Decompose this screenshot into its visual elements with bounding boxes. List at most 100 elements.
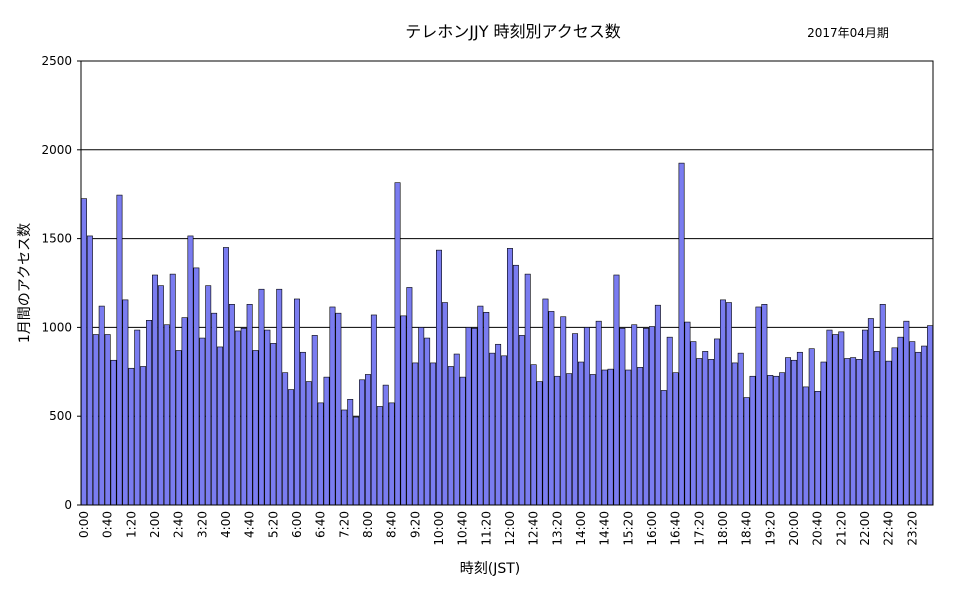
bar xyxy=(873,351,880,506)
bar xyxy=(116,194,123,506)
bar xyxy=(364,374,371,506)
x-tick-label: 15:20 xyxy=(621,511,635,546)
bar xyxy=(435,249,442,506)
bar xyxy=(211,312,218,506)
bar xyxy=(388,402,395,506)
bar xyxy=(228,304,235,506)
x-tick-label: 10:00 xyxy=(432,511,446,546)
bar xyxy=(459,376,466,506)
bar xyxy=(441,302,448,506)
bar xyxy=(560,316,567,506)
bar xyxy=(808,348,815,506)
bar xyxy=(217,346,224,506)
bar xyxy=(856,359,863,506)
x-tick-label: 8:40 xyxy=(385,511,399,538)
x-tick-label: 4:00 xyxy=(219,511,233,538)
bar xyxy=(465,327,472,506)
bar xyxy=(187,235,194,506)
bar xyxy=(790,359,797,506)
bar xyxy=(140,366,147,506)
bar xyxy=(684,321,691,506)
bar xyxy=(915,351,922,506)
y-tick-label: 0 xyxy=(64,498,72,512)
bar xyxy=(927,325,934,506)
bar xyxy=(453,353,460,506)
bar xyxy=(767,375,774,506)
bar xyxy=(240,327,247,506)
bar xyxy=(264,329,271,506)
bar xyxy=(773,375,780,506)
bar xyxy=(418,327,425,506)
bar xyxy=(104,334,111,506)
y-tick-label: 500 xyxy=(49,409,72,423)
bar xyxy=(370,314,377,506)
bar xyxy=(424,337,431,506)
bar xyxy=(134,329,141,506)
x-tick-label: 4:40 xyxy=(243,511,257,538)
bar xyxy=(110,359,117,506)
bar xyxy=(743,397,750,506)
bar xyxy=(86,235,93,506)
x-tick-label: 7:20 xyxy=(337,511,351,538)
bar xyxy=(595,320,602,506)
bar xyxy=(524,273,531,506)
x-tick-label: 12:00 xyxy=(503,511,517,546)
bar xyxy=(867,318,874,506)
x-tick-label: 18:00 xyxy=(716,511,730,546)
bar xyxy=(193,267,200,506)
bar xyxy=(838,331,845,506)
x-tick-label: 21:20 xyxy=(834,511,848,546)
bar xyxy=(169,273,176,506)
bar xyxy=(353,416,360,506)
bar xyxy=(725,302,732,506)
bar xyxy=(832,334,839,506)
x-tick-label: 17:20 xyxy=(692,511,706,546)
x-tick-label: 16:40 xyxy=(669,511,683,546)
bar xyxy=(566,373,573,506)
bar xyxy=(92,334,99,506)
bar xyxy=(299,351,306,506)
bar xyxy=(430,362,437,506)
y-tick-label: 2500 xyxy=(41,54,72,68)
bar xyxy=(678,162,685,506)
bar xyxy=(554,375,561,506)
bar xyxy=(288,389,295,506)
bar xyxy=(885,360,892,506)
bar xyxy=(305,381,312,506)
bar xyxy=(382,384,389,506)
x-tick-label: 0:00 xyxy=(77,511,91,538)
bars xyxy=(81,162,934,506)
bar xyxy=(607,368,614,506)
bar xyxy=(637,367,644,506)
bar xyxy=(317,402,324,506)
bar xyxy=(654,304,661,506)
bar xyxy=(826,329,833,506)
bar xyxy=(412,362,419,506)
bar xyxy=(708,359,715,506)
bar xyxy=(690,341,697,506)
bar xyxy=(548,311,555,506)
bar xyxy=(796,351,803,506)
bar xyxy=(613,274,620,506)
bar xyxy=(98,305,105,506)
bar xyxy=(861,329,868,506)
x-tick-label: 22:40 xyxy=(882,511,896,546)
bar xyxy=(542,298,549,506)
bar xyxy=(761,304,768,506)
bar xyxy=(512,264,519,506)
bar xyxy=(672,372,679,506)
bar xyxy=(737,352,744,506)
bar xyxy=(359,379,366,506)
x-tick-label: 14:00 xyxy=(574,511,588,546)
bar xyxy=(495,343,502,506)
bar xyxy=(660,390,667,506)
x-tick-label: 14:40 xyxy=(598,511,612,546)
period-label: 2017年04月期 xyxy=(807,26,889,40)
bar xyxy=(146,319,153,506)
bar xyxy=(489,352,496,506)
bar xyxy=(447,366,454,506)
bar xyxy=(311,335,318,506)
x-tick-label: 0:40 xyxy=(101,511,115,538)
bar xyxy=(234,330,241,506)
bar xyxy=(471,327,478,506)
